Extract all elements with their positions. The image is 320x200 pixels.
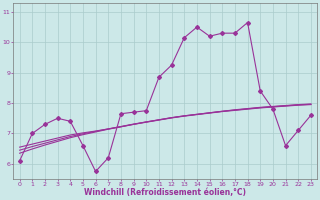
- X-axis label: Windchill (Refroidissement éolien,°C): Windchill (Refroidissement éolien,°C): [84, 188, 246, 197]
